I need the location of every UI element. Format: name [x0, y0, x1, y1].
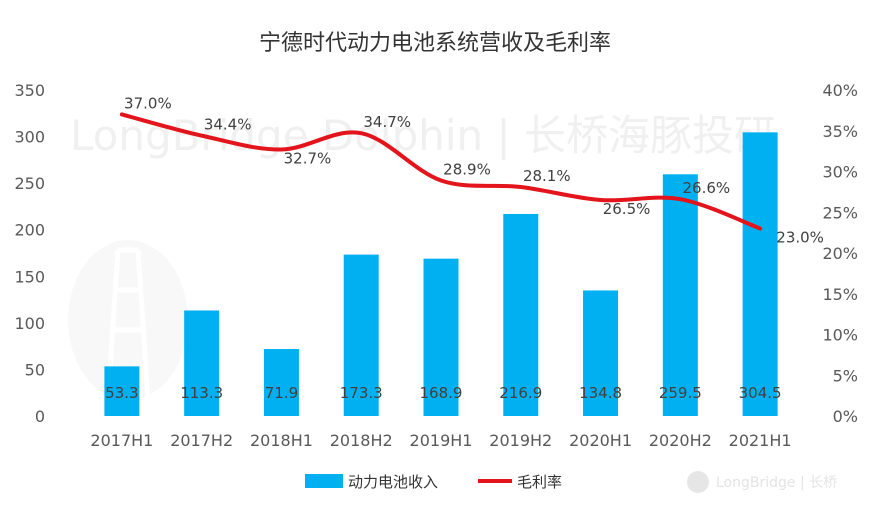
x-axis: 2017H1 2017H2 2018H1 2018H2 2019H1 2019H2 2020… — [90, 431, 791, 450]
bar-value-label: 216.9 — [499, 384, 542, 402]
y-right-tick-label: 30% — [822, 163, 858, 182]
y-right-tick-label: 10% — [822, 326, 858, 345]
longbridge-corner-logo: LongBridge | 长桥 — [687, 471, 837, 493]
legend: 动力电池收入 毛利率 — [305, 473, 562, 491]
x-tick-label: 2019H2 — [489, 431, 552, 450]
x-tick-label: 2018H1 — [250, 431, 313, 450]
left-axis: 0 50 100 150 200 250 300 350 — [14, 81, 45, 426]
bar-value-label: 113.3 — [180, 384, 223, 402]
y-right-tick-label: 25% — [822, 203, 858, 222]
bar-2017H2 — [184, 310, 220, 416]
bar-series — [104, 132, 778, 416]
bar-2018H1 — [263, 349, 299, 416]
bar-value-label: 53.3 — [105, 384, 138, 402]
watermark-text: LongBridge Dolphin | 长桥海豚投研 — [70, 111, 776, 160]
margin-value-label: 28.9% — [443, 160, 491, 178]
margin-line — [119, 112, 763, 231]
bar-value-label: 304.5 — [739, 384, 782, 402]
y-left-tick-label: 50 — [25, 360, 45, 379]
y-left-tick-label: 300 — [14, 128, 45, 147]
y-right-tick-label: 0% — [833, 407, 858, 426]
bar-value-label: 71.9 — [265, 384, 298, 402]
bar-value-label: 173.3 — [340, 384, 383, 402]
y-left-tick-label: 250 — [14, 174, 45, 193]
margin-value-label: 37.0% — [124, 94, 172, 112]
margin-value-label: 28.1% — [523, 167, 571, 185]
line-data-labels: 37.0% 34.4% 32.7% 34.7% 28.9% 28.1% 26.5% 26.6%… — [124, 94, 824, 246]
legend-swatch-revenue — [305, 474, 343, 488]
margin-value-label: 23.0% — [776, 229, 824, 247]
line-series — [119, 112, 763, 231]
y-right-tick-label: 15% — [822, 285, 858, 304]
x-tick-label: 2017H2 — [170, 431, 233, 450]
x-tick-label: 2021H1 — [729, 431, 792, 450]
bar-value-label: 134.8 — [579, 384, 622, 402]
margin-value-label: 32.7% — [284, 149, 332, 167]
x-tick-label: 2020H1 — [569, 431, 632, 450]
right-axis: 0% 5% 10% 15% 20% 25% 30% 35% 40% — [822, 81, 858, 426]
bar-value-label: 259.5 — [659, 384, 702, 402]
margin-value-label: 26.6% — [683, 179, 731, 197]
corner-watermark-text: LongBridge | 长桥 — [716, 475, 837, 491]
y-left-tick-label: 150 — [14, 267, 45, 286]
bar-2018H2 — [343, 254, 379, 416]
bar-2021H1 — [742, 132, 778, 416]
legend-label-margin: 毛利率 — [517, 473, 562, 491]
watermark: LongBridge Dolphin | 长桥海豚投研 LongBridge |… — [68, 111, 837, 493]
margin-value-label: 34.7% — [363, 113, 411, 131]
bar-2019H2 — [503, 213, 539, 416]
y-right-tick-label: 20% — [822, 244, 858, 263]
bridge-logo-watermark — [68, 240, 188, 401]
y-right-tick-label: 40% — [822, 81, 858, 100]
y-left-tick-label: 200 — [14, 221, 45, 240]
y-left-tick-label: 350 — [14, 81, 45, 100]
bar-2020H2 — [662, 174, 698, 416]
x-tick-label: 2018H2 — [330, 431, 393, 450]
y-right-tick-label: 5% — [833, 366, 858, 385]
chart-title: 宁德时代动力电池系统营收及毛利率 — [259, 31, 611, 56]
legend-label-revenue: 动力电池收入 — [348, 473, 438, 491]
y-left-tick-label: 0 — [35, 407, 45, 426]
x-tick-label: 2017H1 — [90, 431, 153, 450]
bar-value-label: 168.9 — [420, 384, 463, 402]
bar-data-labels: 53.3 113.3 71.9 173.3 168.9 216.9 134.8 259.5 30… — [105, 384, 781, 402]
bar-2020H1 — [583, 290, 619, 416]
bar-2019H1 — [423, 258, 459, 416]
margin-value-label: 34.4% — [204, 116, 252, 134]
margin-value-label: 26.5% — [603, 200, 651, 218]
bar-2017H1 — [104, 366, 140, 416]
x-tick-label: 2020H2 — [649, 431, 712, 450]
x-tick-label: 2019H1 — [410, 431, 473, 450]
y-left-tick-label: 100 — [14, 314, 45, 333]
y-right-tick-label: 35% — [822, 122, 858, 141]
